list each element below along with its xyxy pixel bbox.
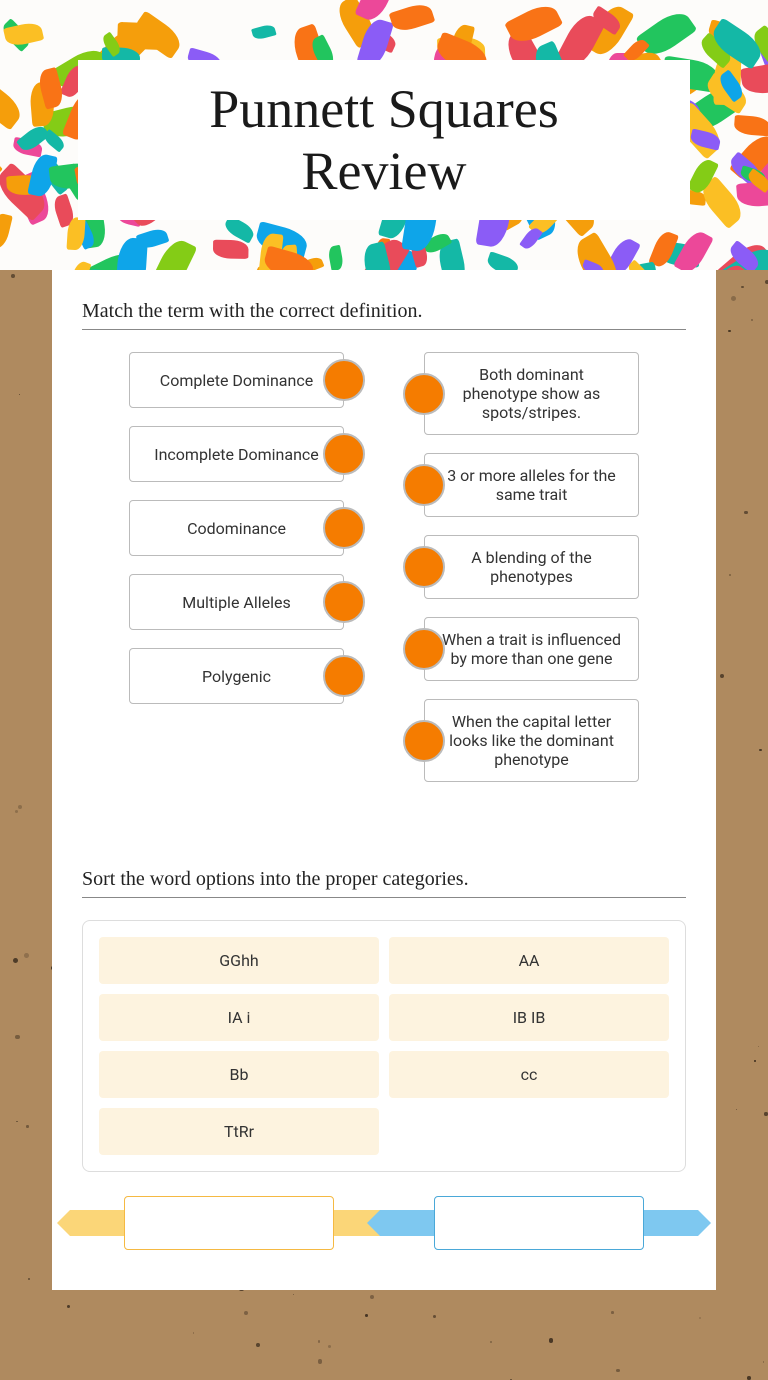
word-chip[interactable]: Bb [99, 1051, 379, 1098]
word-chip[interactable]: TtRr [99, 1108, 379, 1155]
match-dot[interactable] [403, 373, 445, 415]
title-card: Punnett SquaresReview [78, 60, 690, 220]
word-options-box: GGhhAAIA iIB IBBbccTtRr [82, 920, 686, 1172]
match-dot[interactable] [403, 464, 445, 506]
drop-label [434, 1196, 644, 1250]
word-chip[interactable]: IA i [99, 994, 379, 1041]
definition-item[interactable]: A blending of the phenotypes [424, 535, 639, 599]
drop-label [124, 1196, 334, 1250]
sort-section: Sort the word options into the proper ca… [82, 868, 686, 1250]
terms-column: Complete Dominance Incomplete Dominance Co… [129, 352, 344, 782]
match-dot[interactable] [323, 433, 365, 475]
term-item[interactable]: Complete Dominance [129, 352, 344, 408]
divider [82, 897, 686, 898]
match-dot[interactable] [403, 720, 445, 762]
match-dot[interactable] [323, 359, 365, 401]
word-chip[interactable]: AA [389, 937, 669, 984]
drop-target[interactable] [94, 1196, 364, 1250]
word-chip[interactable]: GGhh [99, 937, 379, 984]
word-chip[interactable]: IB IB [389, 994, 669, 1041]
term-item[interactable]: Polygenic [129, 648, 344, 704]
match-area: Complete Dominance Incomplete Dominance Co… [82, 352, 686, 782]
drop-target[interactable] [404, 1196, 674, 1250]
match-dot[interactable] [323, 507, 365, 549]
match-heading: Match the term with the correct definiti… [82, 300, 686, 323]
definition-item[interactable]: When a trait is influenced by more than … [424, 617, 639, 681]
match-section: Match the term with the correct definiti… [82, 300, 686, 782]
hero-banner: Punnett SquaresReview [0, 0, 768, 270]
word-chip[interactable]: cc [389, 1051, 669, 1098]
page-title: Punnett SquaresReview [209, 78, 558, 202]
match-dot[interactable] [403, 546, 445, 588]
divider [82, 329, 686, 330]
match-dot[interactable] [323, 581, 365, 623]
term-item[interactable]: Incomplete Dominance [129, 426, 344, 482]
definition-item[interactable]: Both dominant phenotype show as spots/st… [424, 352, 639, 435]
term-item[interactable]: Multiple Alleles [129, 574, 344, 630]
definitions-column: Both dominant phenotype show as spots/st… [424, 352, 639, 782]
definition-item[interactable]: When the capital letter looks like the d… [424, 699, 639, 782]
content-card: Match the term with the correct definiti… [52, 270, 716, 1290]
term-item[interactable]: Codominance [129, 500, 344, 556]
match-dot[interactable] [403, 628, 445, 670]
drop-targets-row [82, 1196, 686, 1250]
definition-item[interactable]: 3 or more alleles for the same trait [424, 453, 639, 517]
sort-heading: Sort the word options into the proper ca… [82, 868, 686, 891]
match-dot[interactable] [323, 655, 365, 697]
